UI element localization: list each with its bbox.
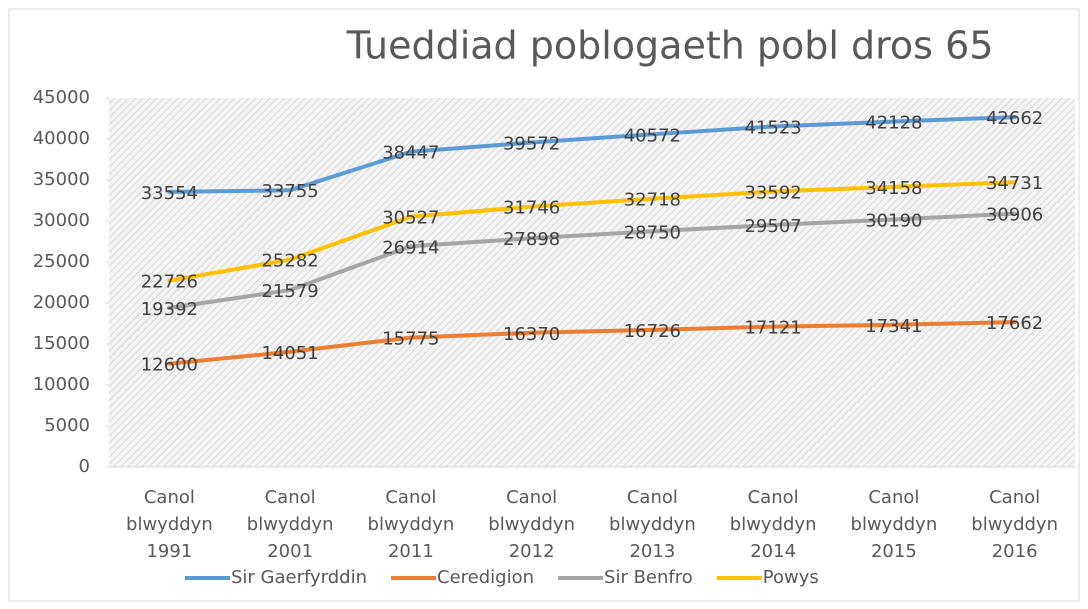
data-label: 15775 (382, 329, 439, 350)
x-tick-label: Canol blwyddyn 2012 (488, 487, 575, 562)
series-line (167, 180, 1017, 283)
legend-label: Sir Gaerfyrddin (231, 567, 367, 588)
series-line (167, 115, 1017, 194)
series-line (167, 320, 1017, 366)
data-label: 19392 (141, 299, 198, 320)
data-label: 14051 (261, 343, 318, 364)
x-tick-label: Canol blwyddyn 2011 (367, 487, 455, 562)
y-tick-label: 15000 (33, 333, 90, 354)
data-label: 28750 (624, 222, 681, 243)
data-label: 22726 (141, 272, 198, 293)
data-label: 41523 (744, 118, 801, 139)
y-tick-label: 25000 (33, 251, 90, 272)
data-label: 30190 (865, 210, 922, 231)
data-label: 21579 (261, 281, 318, 302)
data-label: 29507 (744, 216, 801, 237)
data-label: 42662 (986, 108, 1043, 129)
x-tick-label: Canol blwyddyn 2013 (609, 487, 696, 562)
data-label: 32718 (624, 190, 681, 211)
y-tick-label: 30000 (33, 210, 90, 231)
data-label: 26914 (382, 237, 439, 258)
y-tick-label: 35000 (33, 169, 90, 190)
data-label: 16726 (624, 321, 681, 342)
data-label: 16370 (503, 324, 560, 345)
x-tick-label: Canol blwyddyn 1991 (126, 487, 213, 562)
data-label: 34158 (865, 178, 922, 199)
y-tick-label: 0 (79, 456, 90, 477)
data-label: 33592 (744, 183, 801, 204)
legend-label: Powys (763, 567, 819, 588)
data-label: 38447 (382, 143, 439, 164)
data-label: 12600 (141, 355, 198, 376)
data-label: 31746 (503, 198, 560, 219)
data-label: 33755 (261, 181, 318, 202)
data-label: 39572 (503, 134, 560, 155)
data-label: 30906 (986, 205, 1043, 226)
data-label: 33554 (141, 183, 198, 204)
data-label: 17662 (986, 313, 1043, 334)
data-label: 17121 (744, 318, 801, 339)
y-tick-label: 40000 (33, 128, 90, 149)
y-tick-label: 20000 (33, 292, 90, 313)
chart-title: Tueddiad poblogaeth pobl dros 65 (346, 24, 994, 68)
data-label: 17341 (865, 316, 922, 337)
y-tick-label: 5000 (44, 415, 90, 436)
x-tick-label: Canol blwyddyn 2015 (850, 487, 938, 562)
y-tick-label: 45000 (33, 87, 90, 108)
y-tick-label: 10000 (33, 374, 90, 395)
x-tick-label: Canol blwyddyn 2016 (971, 487, 1058, 562)
legend-label: Sir Benfro (604, 567, 693, 588)
data-label: 42128 (865, 113, 922, 134)
x-tick-label: Canol blwyddyn 2014 (729, 487, 817, 562)
data-label: 34731 (986, 173, 1043, 194)
legend-label: Ceredigion (437, 567, 534, 588)
x-tick-label: Canol blwyddyn 2001 (246, 487, 334, 562)
data-label: 27898 (503, 229, 560, 250)
data-label: 25282 (261, 251, 318, 272)
series-line (167, 211, 1017, 310)
data-label: 40572 (624, 125, 681, 146)
data-label: 30527 (382, 208, 439, 229)
plot-area (109, 98, 1075, 467)
